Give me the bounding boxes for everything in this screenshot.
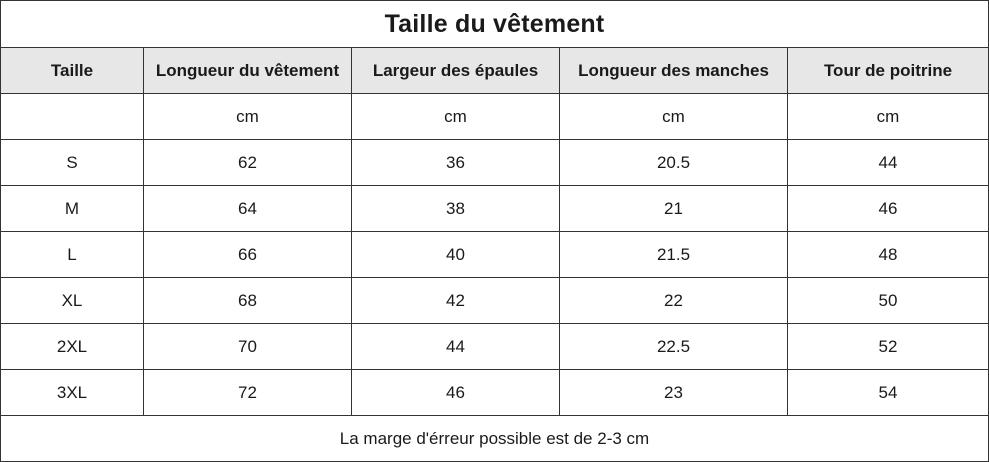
table-cell: 48 <box>786 231 989 278</box>
table-cell: 23 <box>559 369 788 416</box>
table-cell: 22 <box>559 277 788 324</box>
table-cell: 44 <box>786 139 989 186</box>
unit-cell: cm <box>351 93 560 140</box>
table-cell: 72 <box>143 369 352 416</box>
table-row: M 64 38 21 46 <box>0 185 989 232</box>
table-cell: 66 <box>143 231 352 278</box>
table-cell: 68 <box>143 277 352 324</box>
table-title: Taille du vêtement <box>0 0 989 48</box>
table-row: S 62 36 20.5 44 <box>0 139 989 186</box>
size-label-cell: 2XL <box>0 323 144 370</box>
table-cell: 52 <box>786 323 989 370</box>
unit-cell: cm <box>559 93 788 140</box>
table-cell: 38 <box>351 185 560 232</box>
unit-cell <box>0 93 144 140</box>
error-margin-note: La marge d'érreur possible est de 2-3 cm <box>0 415 989 462</box>
units-row: cm cm cm cm <box>0 93 989 140</box>
size-label-cell: XL <box>0 277 144 324</box>
table-cell: 21.5 <box>559 231 788 278</box>
header-tour-poitrine: Tour de poitrine <box>786 47 989 94</box>
table-cell: 50 <box>786 277 989 324</box>
size-label-cell: M <box>0 185 144 232</box>
table-row: 2XL 70 44 22.5 52 <box>0 323 989 370</box>
table-cell: 42 <box>351 277 560 324</box>
table-cell: 46 <box>351 369 560 416</box>
header-longueur-vetement: Longueur du vêtement <box>143 47 352 94</box>
header-taille: Taille <box>0 47 144 94</box>
title-row: Taille du vêtement <box>0 0 989 48</box>
table-row: L 66 40 21.5 48 <box>0 231 989 278</box>
table-cell: 46 <box>786 185 989 232</box>
table-cell: 21 <box>559 185 788 232</box>
note-row: La marge d'érreur possible est de 2-3 cm <box>0 415 989 462</box>
table-cell: 54 <box>786 369 989 416</box>
unit-cell: cm <box>143 93 352 140</box>
table-cell: 62 <box>143 139 352 186</box>
table-row: 3XL 72 46 23 54 <box>0 369 989 416</box>
table-cell: 22.5 <box>559 323 788 370</box>
table-cell: 36 <box>351 139 560 186</box>
table-cell: 70 <box>143 323 352 370</box>
size-label-cell: S <box>0 139 144 186</box>
unit-cell: cm <box>786 93 989 140</box>
table-cell: 44 <box>351 323 560 370</box>
table-cell: 20.5 <box>559 139 788 186</box>
size-label-cell: 3XL <box>0 369 144 416</box>
table-row: XL 68 42 22 50 <box>0 277 989 324</box>
table-cell: 64 <box>143 185 352 232</box>
size-label-cell: L <box>0 231 144 278</box>
table-cell: 40 <box>351 231 560 278</box>
header-largeur-epaules: Largeur des épaules <box>351 47 560 94</box>
header-longueur-manches: Longueur des manches <box>559 47 788 94</box>
header-row: Taille Longueur du vêtement Largeur des … <box>0 47 989 94</box>
